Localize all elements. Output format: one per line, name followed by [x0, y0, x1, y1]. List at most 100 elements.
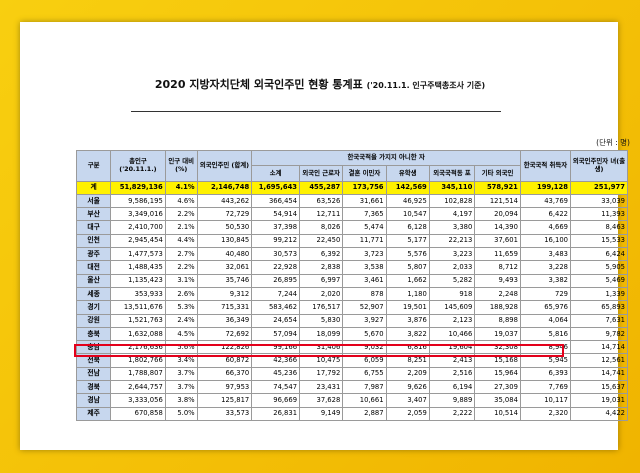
cell-naturalized: 43,769 — [519, 193, 572, 209]
cell-children: 11,393 — [570, 207, 628, 222]
cell-total-pop: 1,632,088 — [110, 326, 166, 342]
cell-marriage: 5,670 — [342, 326, 387, 342]
cell-compatriots: 9,889 — [428, 393, 476, 408]
cell-ratio: 2.4% — [164, 313, 198, 328]
cell-students: 5,807 — [385, 260, 430, 275]
cell-naturalized: 5,945 — [519, 353, 572, 368]
unit-label: (단위 : 명) — [596, 138, 630, 147]
document-title: 2020 지방자치단체 외국인주민 현황 통계표 ('20.11.1. 인구주택… — [0, 76, 640, 92]
cell-workers: 8,026 — [299, 220, 344, 235]
cell-workers: 9,149 — [299, 406, 344, 421]
cell-subtotal: 57,094 — [251, 326, 301, 342]
cell-marriage: 3,723 — [342, 247, 387, 262]
cell-region: 서울 — [75, 193, 112, 209]
cell-naturalized: 2,320 — [519, 406, 572, 421]
cell-children: 1,339 — [570, 286, 628, 302]
cell-workers: 12,711 — [299, 207, 344, 222]
cell-workers: 22,450 — [299, 233, 344, 249]
table-row-total: 계 51,829,136 4.1% 2,146,748 1,695,643 455,287… — [75, 180, 628, 195]
cell-children: 6,424 — [570, 247, 628, 262]
cell-foreign-total: 130,845 — [196, 233, 253, 249]
cell-total-pop: 1,135,423 — [110, 273, 166, 288]
cell-children: 15,637 — [570, 380, 628, 395]
cell-total-pop: 3,333,056 — [110, 393, 166, 408]
cell-region: 대전 — [75, 260, 112, 275]
table-row: 부산 3,349,016 2.2% 72,729 54,914 12,711 7,365 10… — [75, 207, 628, 222]
cell-foreign-total: 32,061 — [196, 260, 253, 275]
cell-students: 6,816 — [385, 340, 430, 355]
cell-children: 12,561 — [570, 353, 628, 368]
header-compatriots: 외국국적동 포 — [428, 165, 476, 182]
header-children: 외국인주민자 녀(출생) — [570, 150, 628, 182]
cell-subtotal: 96,669 — [251, 393, 301, 408]
cell-students: 9,626 — [385, 380, 430, 395]
cell-compatriots: 2,123 — [428, 313, 476, 328]
cell-marriage: 3,461 — [342, 273, 387, 288]
cell-foreign-total: 97,953 — [196, 380, 253, 395]
cell-students: 2,059 — [385, 406, 430, 421]
cell-children: 65,893 — [570, 300, 628, 315]
cell-total-pop: 2,410,700 — [110, 220, 166, 235]
cell-compatriots: 22,213 — [428, 233, 476, 249]
cell-compatriots: 2,033 — [428, 260, 476, 275]
cell-students: 142,569 — [385, 180, 430, 195]
cell-workers: 31,406 — [299, 340, 344, 355]
cell-students: 2,209 — [385, 366, 430, 382]
table-row: 전남 1,788,807 3.7% 66,370 45,236 17,792 6,755 2,… — [75, 366, 628, 382]
cell-other: 121,514 — [474, 193, 521, 209]
cell-naturalized: 6,422 — [519, 207, 572, 222]
cell-children: 5,905 — [570, 260, 628, 275]
cell-students: 46,925 — [385, 193, 430, 209]
cell-subtotal: 24,654 — [251, 313, 301, 328]
cell-ratio: 3.4% — [164, 353, 198, 368]
cell-marriage: 7,365 — [342, 207, 387, 222]
cell-children: 5,469 — [570, 273, 628, 288]
cell-other: 8,898 — [474, 313, 521, 328]
table-row: 제주 670,858 5.0% 33,573 26,831 9,149 2,887 2,059… — [75, 406, 628, 421]
cell-children: 15,533 — [570, 233, 628, 249]
cell-students: 10,547 — [385, 207, 430, 222]
cell-workers: 455,287 — [299, 180, 344, 195]
table-row: 경기 13,511,676 5.3% 715,331 583,462 176,517 52,… — [75, 300, 628, 315]
cell-subtotal: 74,547 — [251, 380, 301, 395]
cell-foreign-total: 72,729 — [196, 207, 253, 222]
cell-naturalized: 10,117 — [519, 393, 572, 408]
header-foreign-total: 외국인주민 (합계) — [196, 150, 253, 182]
cell-compatriots: 2,413 — [428, 353, 476, 368]
cell-other: 9,493 — [474, 273, 521, 288]
table-row: 충남 2,176,636 5.6% 122,826 99,166 31,406 9,032 6… — [75, 340, 628, 355]
cell-total-pop: 13,511,676 — [110, 300, 166, 315]
cell-total-pop: 670,858 — [110, 406, 166, 421]
cell-workers: 5,830 — [299, 313, 344, 328]
table-row: 대구 2,410,700 2.1% 50,530 37,398 8,026 5,474 6,1… — [75, 220, 628, 235]
cell-total-pop: 51,829,136 — [110, 180, 166, 195]
cell-foreign-total: 60,872 — [196, 353, 253, 368]
header-ratio: 인구 대비(%) — [164, 150, 198, 182]
cell-region: 충남 — [75, 340, 112, 355]
cell-ratio: 4.4% — [164, 233, 198, 249]
cell-other: 27,309 — [474, 380, 521, 395]
cell-compatriots: 3,223 — [428, 247, 476, 262]
cell-children: 7,631 — [570, 313, 628, 328]
cell-marriage: 31,661 — [342, 193, 387, 209]
cell-workers: 6,392 — [299, 247, 344, 262]
cell-other: 15,964 — [474, 366, 521, 382]
cell-foreign-total: 2,146,748 — [196, 180, 253, 195]
header-total-pop: 총인구 ('20.11.1.) — [110, 150, 166, 182]
table-row: 강원 1,521,763 2.4% 36,349 24,654 5,830 3,927 3,8… — [75, 313, 628, 328]
cell-region: 경남 — [75, 393, 112, 408]
cell-naturalized: 3,483 — [519, 247, 572, 262]
cell-other: 10,514 — [474, 406, 521, 421]
cell-other: 578,921 — [474, 180, 521, 195]
cell-marriage: 2,887 — [342, 406, 387, 421]
cell-total-pop: 1,488,435 — [110, 260, 166, 275]
cell-naturalized: 729 — [519, 286, 572, 302]
table-row: 인천 2,945,454 4.4% 130,845 99,212 22,450 11,771… — [75, 233, 628, 249]
cell-workers: 63,526 — [299, 193, 344, 209]
cell-workers: 6,997 — [299, 273, 344, 288]
cell-ratio: 3.7% — [164, 366, 198, 382]
cell-compatriots: 3,380 — [428, 220, 476, 235]
cell-ratio: 4.6% — [164, 193, 198, 209]
cell-region: 울산 — [75, 273, 112, 288]
cell-total-pop: 1,802,766 — [110, 353, 166, 368]
